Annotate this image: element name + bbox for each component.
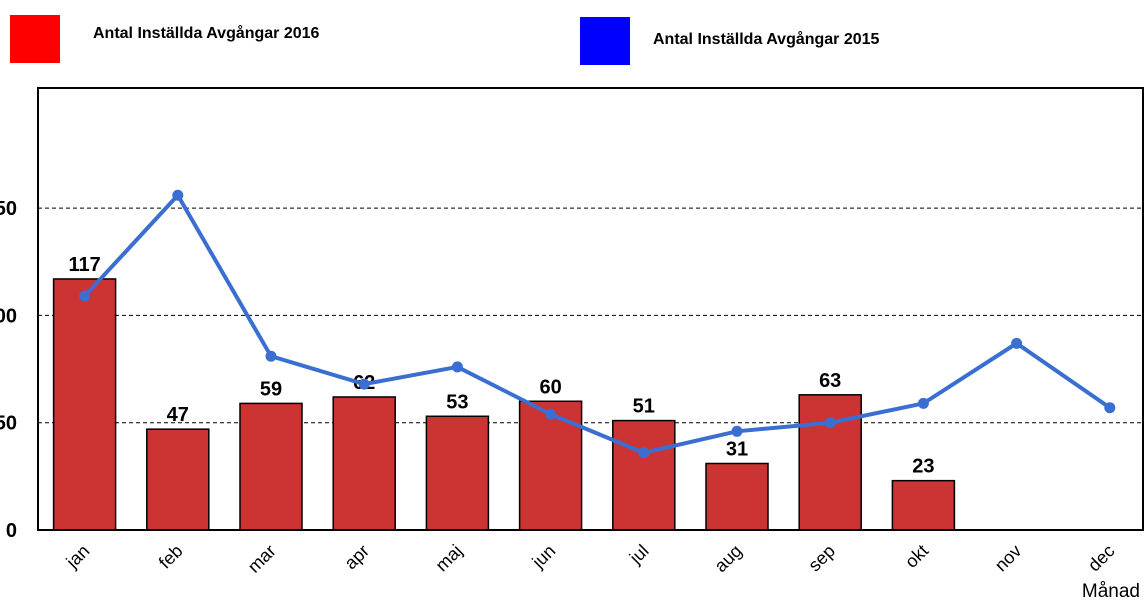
data-label: 31 <box>726 438 748 460</box>
bar <box>612 419 676 531</box>
data-label: 117 <box>68 254 100 276</box>
x-tick-label: okt <box>901 541 932 572</box>
bar <box>705 462 769 531</box>
line-point <box>79 290 91 302</box>
legend-label: Antal Inställda Avgångar 2015 <box>653 30 880 48</box>
bar <box>52 278 117 531</box>
bar <box>891 479 956 531</box>
bar <box>239 402 303 531</box>
data-label: 63 <box>819 370 841 392</box>
line-point <box>545 408 557 420</box>
line-point <box>358 378 370 390</box>
line-point <box>172 189 184 201</box>
x-tick-label: dec <box>1084 541 1119 576</box>
data-label: 59 <box>260 378 282 400</box>
x-tick-label: apr <box>340 541 373 574</box>
line-point <box>638 447 650 459</box>
x-tick-label: jan <box>62 541 94 573</box>
x-axis-label: Månad <box>1082 581 1140 602</box>
data-label: 23 <box>912 456 934 478</box>
bar <box>146 428 210 531</box>
data-label: 53 <box>446 391 468 413</box>
legend-swatch <box>580 17 630 65</box>
x-tick-label: maj <box>432 541 467 576</box>
x-tick-label: sep <box>804 541 839 576</box>
x-tick-label: jun <box>528 541 560 573</box>
bar <box>518 400 583 531</box>
line-point <box>451 361 463 373</box>
x-tick-label: mar <box>244 541 280 577</box>
y-tick-label: 50 <box>0 413 17 435</box>
y-tick-label: 100 <box>0 305 17 327</box>
line-point <box>824 417 836 429</box>
line-point <box>731 425 743 437</box>
data-label: 51 <box>633 396 655 418</box>
plot-border <box>37 87 1144 531</box>
line <box>83 191 1111 455</box>
bar <box>425 415 490 531</box>
x-tick-label: feb <box>155 541 187 573</box>
legend-swatch <box>10 15 60 63</box>
line-point <box>917 397 929 409</box>
data-label: 60 <box>539 376 561 398</box>
y-tick-label: 150 <box>0 198 17 220</box>
line-point <box>1011 337 1023 349</box>
y-tick-label: 0 <box>6 520 17 542</box>
legend-label: Antal Inställda Avgångar 2016 <box>93 24 320 42</box>
x-tick-label: jul <box>625 541 653 569</box>
x-tick-label: aug <box>710 541 745 576</box>
x-tick-label: nov <box>991 541 1026 576</box>
bar <box>798 394 862 531</box>
line-point <box>1104 402 1116 414</box>
line-point <box>265 350 277 362</box>
bar <box>332 396 396 531</box>
data-label: 47 <box>167 404 189 426</box>
